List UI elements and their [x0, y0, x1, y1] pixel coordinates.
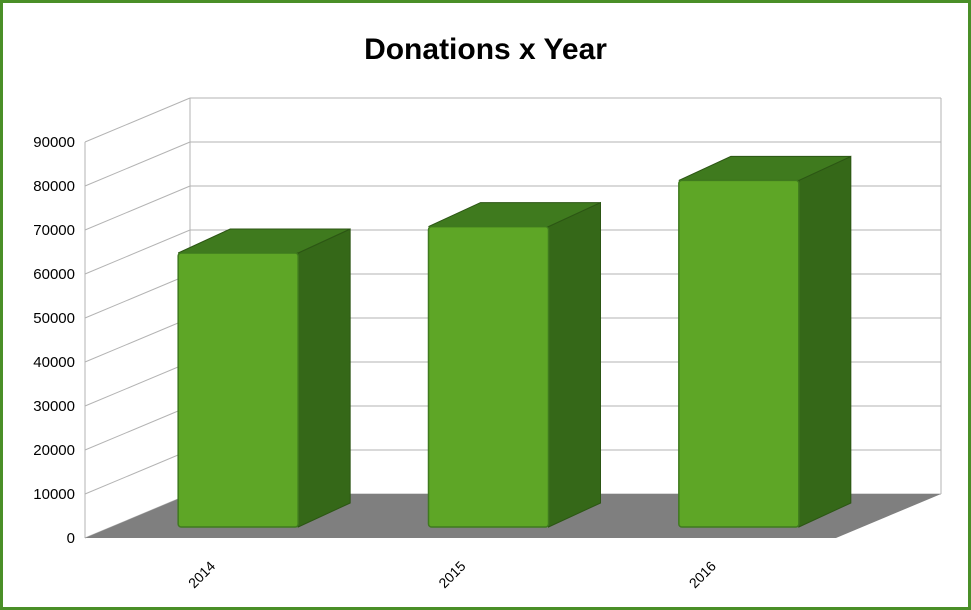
chart-plot: 0 10000 20000 30000 40000 50000 60000 70000 8000… — [33, 97, 942, 591]
bar-2015 — [427, 225, 550, 528]
y-tick-label: 20000 — [33, 442, 75, 459]
bar-side-2014 — [297, 228, 351, 528]
y-tick-label: 50000 — [33, 310, 75, 327]
y-tick-label: 60000 — [33, 266, 75, 283]
gridline-side — [84, 97, 191, 143]
bar-side-2015 — [548, 201, 601, 528]
y-tick-label: 80000 — [33, 178, 75, 195]
y-tick-label: 0 — [67, 530, 75, 547]
chart-title: Donations x Year — [364, 33, 607, 66]
gridline-side — [84, 229, 191, 275]
gridline-side — [84, 449, 191, 495]
gridline-side — [84, 185, 191, 231]
y-tick-label: 10000 — [33, 486, 75, 503]
gridline-side — [84, 273, 191, 319]
gridline-side — [84, 317, 191, 363]
x-tick-label: 2016 — [686, 558, 719, 591]
bar-2016 — [678, 179, 800, 528]
gridline-side — [84, 361, 191, 407]
bar-side-2016 — [798, 155, 852, 528]
y-tick-label: 70000 — [33, 222, 75, 239]
gridline-side — [84, 141, 191, 187]
x-tick-label: 2015 — [435, 558, 468, 591]
y-tick-label: 40000 — [33, 354, 75, 371]
x-tick-label: 2014 — [185, 558, 218, 591]
y-tick-label: 30000 — [33, 398, 75, 415]
bar-2014 — [177, 252, 299, 528]
gridline-side — [84, 405, 191, 451]
y-tick-label: 90000 — [33, 134, 75, 151]
